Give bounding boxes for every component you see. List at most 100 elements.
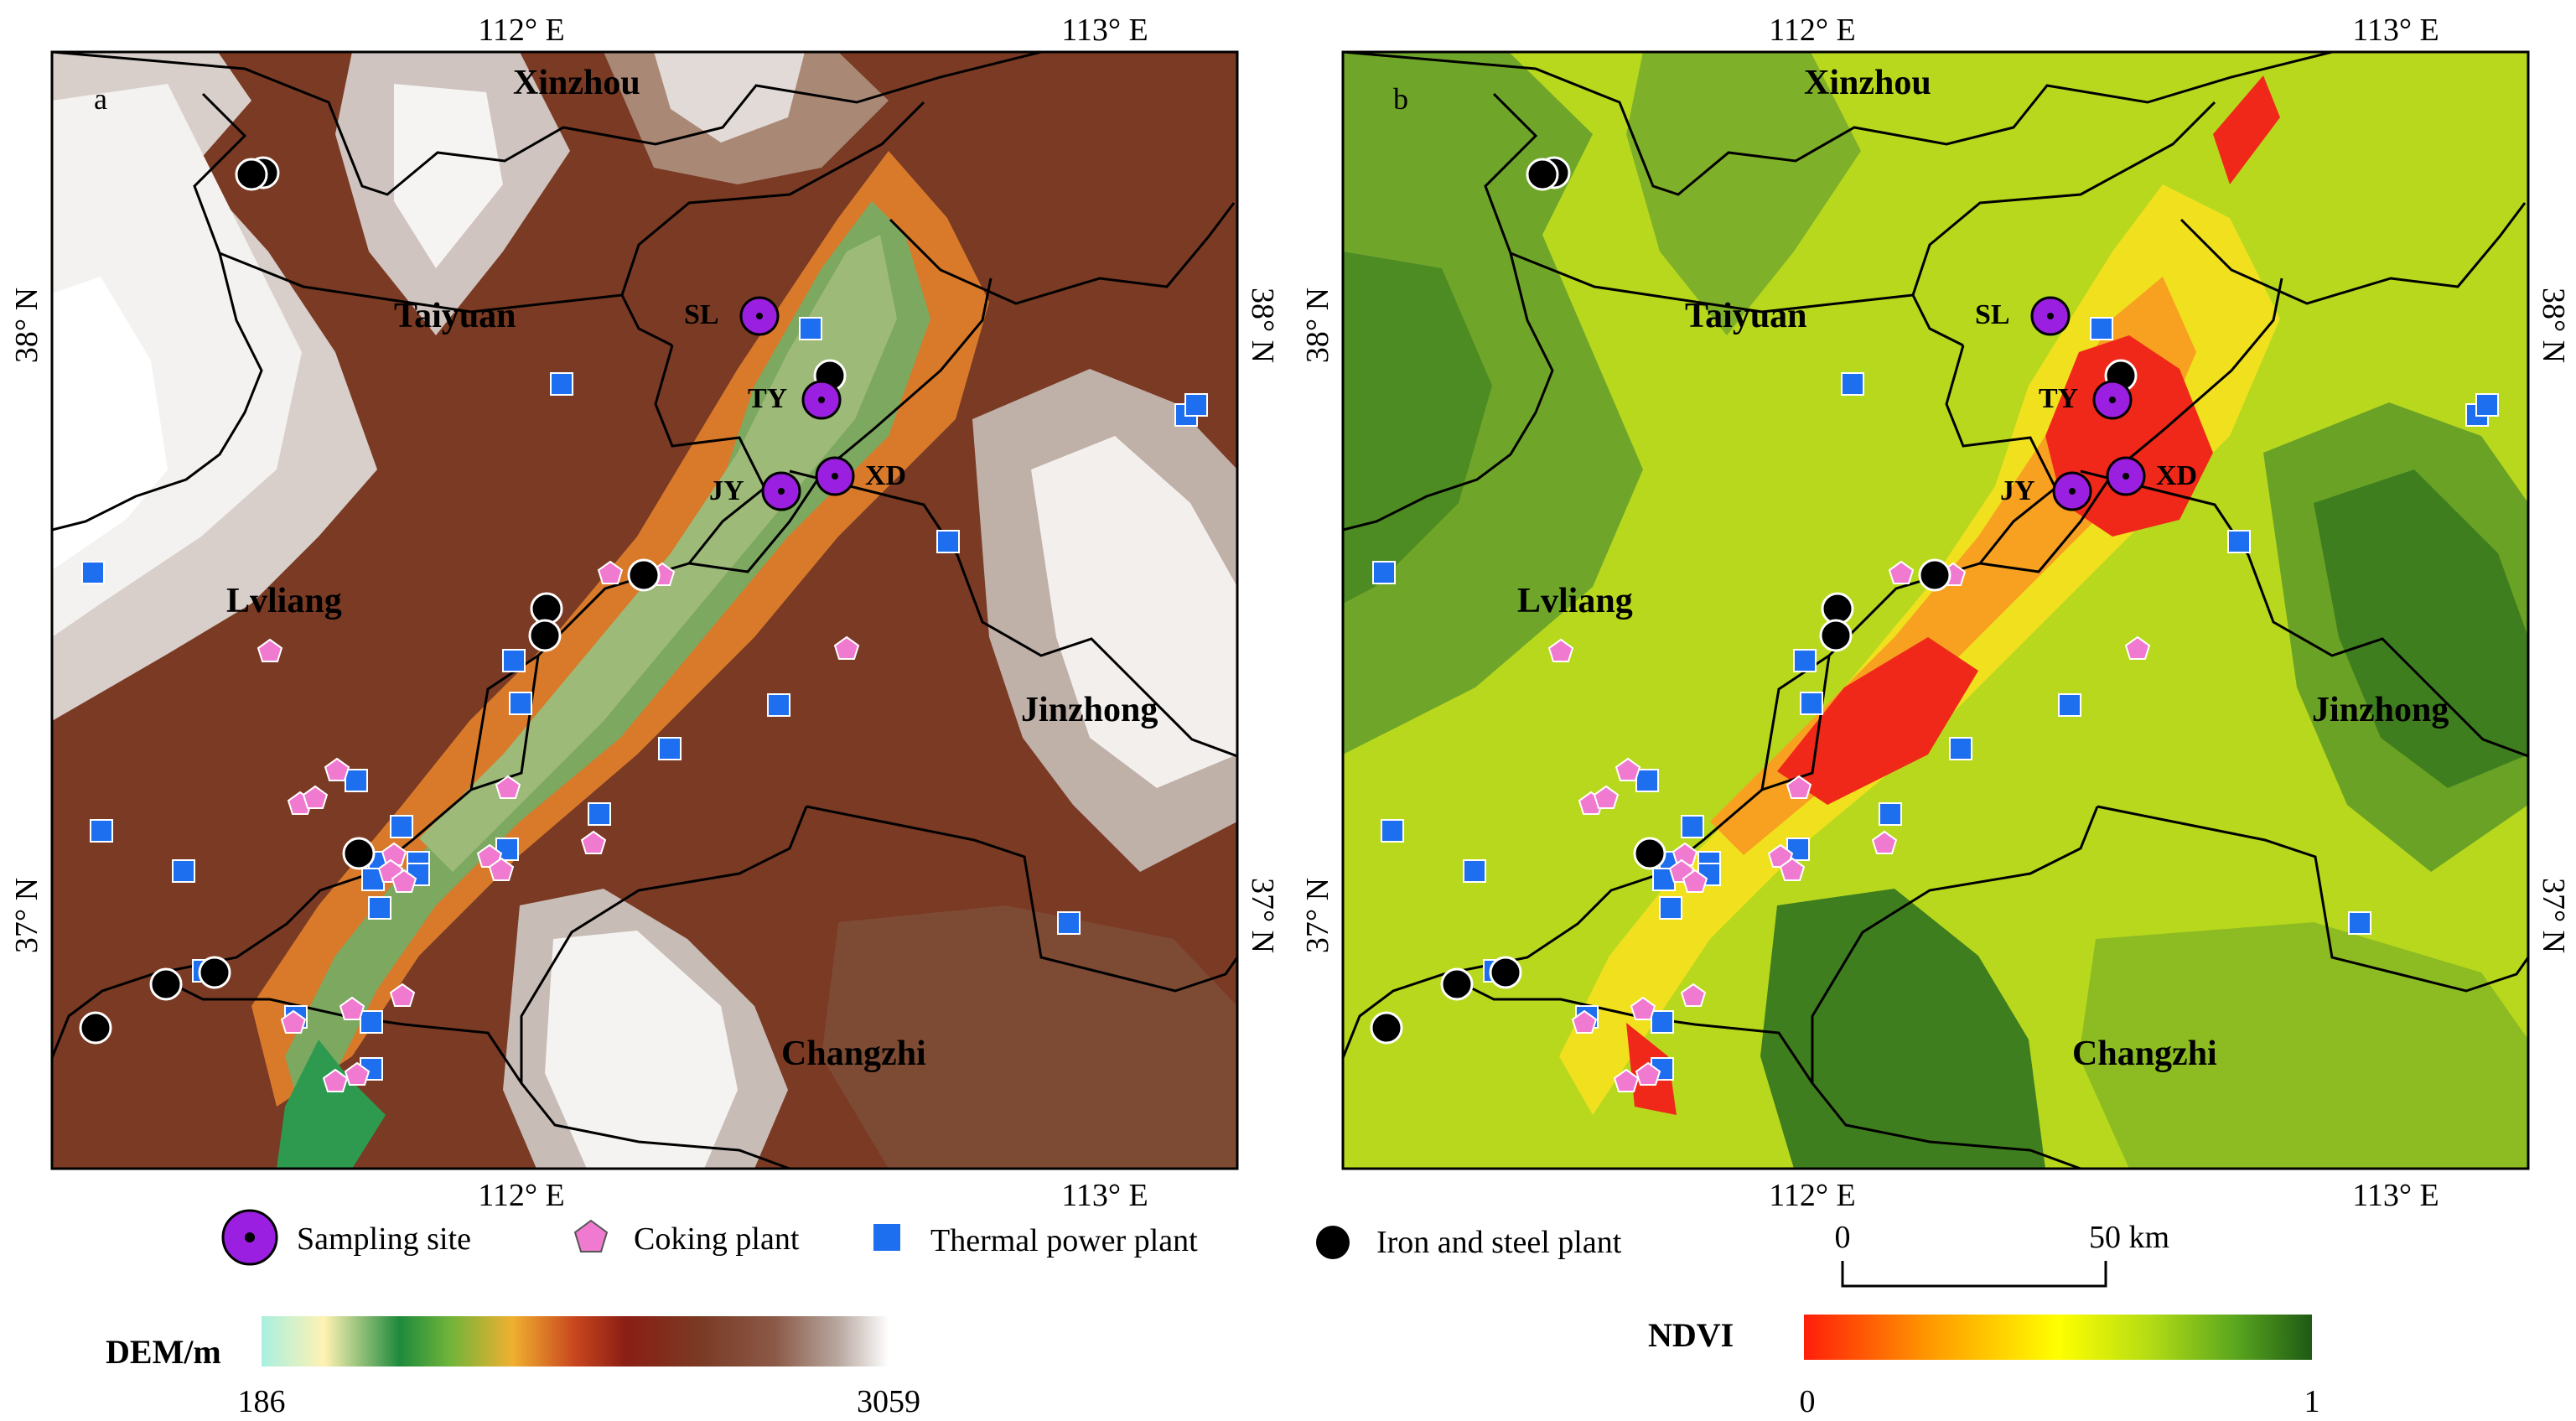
iron-steel-plant-marker — [530, 592, 563, 625]
thermal-power-plant-marker — [1372, 561, 1396, 584]
coking-plant-marker — [1635, 1061, 1661, 1086]
panel-b-city-labels: Xinzhou Taiyuan Lvliang Jinzhong Changzh… — [1517, 64, 2449, 1073]
dem-colorbar-max: 3059 — [857, 1384, 920, 1419]
thermal-power-plant-marker — [1381, 819, 1404, 843]
site-label-jy: JY — [2000, 475, 2035, 506]
coking-plant-marker — [1871, 830, 1898, 854]
city-label-changzhi: Changzhi — [781, 1035, 926, 1073]
coking-plant-marker — [1593, 785, 1620, 809]
coking-plant-marker — [1682, 869, 1708, 893]
panel-a-bottom-lon-112: 112° E — [478, 1178, 565, 1213]
panel-a-left-lat-38: 38° N — [9, 288, 44, 363]
thermal-power-plant-marker — [172, 859, 195, 883]
panel-a-city-labels: Xinzhou Taiyuan Lvliang Jinzhong Changzh… — [226, 64, 1158, 1073]
thermal-power-plant-marker — [588, 802, 611, 826]
panel-b-coordinates: 112° E 113° E 112° E 113° E 38° N 37° N … — [1300, 13, 2571, 1213]
thermal-power-plant-marker — [1949, 737, 1972, 760]
coking-plant-marker — [1779, 857, 1806, 881]
panel-a-facilities: SL TY JY XD — [79, 156, 1208, 1092]
thermal-power-plant-marker — [1879, 802, 1902, 826]
coking-plant-marker — [1680, 983, 1707, 1007]
panel-b-left-lat-38: 38° N — [1300, 288, 1335, 363]
iron-steel-plant-marker — [528, 619, 562, 652]
city-label-xinzhou: Xinzhou — [513, 64, 640, 102]
thermal-power-plant-marker — [1463, 859, 1486, 883]
coking-plant-marker — [833, 635, 860, 660]
thermal-power-plant-marker — [509, 692, 532, 715]
city-label-jinzhong: Jinzhong — [2312, 691, 2449, 729]
sampling-site-jy-marker — [2052, 471, 2092, 511]
ndvi-colorbar-title: NDVI — [1648, 1316, 1734, 1354]
sampling-site-sl-marker — [739, 296, 780, 336]
panel-a-top-lon-113: 113° E — [1061, 13, 1148, 48]
iron-steel-plant-marker — [1918, 558, 1951, 592]
thermal-power-plant-marker — [1184, 393, 1208, 417]
site-label-ty: TY — [748, 383, 787, 414]
panel-a-letter: a — [94, 82, 107, 116]
legend-coking-plant-label: Coking plant — [634, 1221, 800, 1257]
thermal-power-plant-marker — [502, 649, 526, 672]
panel-b-left-lat-37: 37° N — [1300, 878, 1335, 953]
coking-plant-marker — [1888, 560, 1915, 584]
iron-steel-plant-marker — [627, 558, 661, 592]
thermal-power-plant-marker — [360, 1010, 383, 1034]
city-label-changzhi: Changzhi — [2072, 1035, 2217, 1073]
thermal-power-plant-marker — [1793, 649, 1817, 672]
legend-sampling-site-label: Sampling site — [297, 1221, 471, 1257]
dem-colorbar-title: DEM/m — [106, 1333, 221, 1371]
panel-b-facilities: SL TY JY XD — [1370, 156, 2499, 1092]
city-label-taiyuan: Taiyuan — [1685, 297, 1807, 335]
city-label-taiyuan: Taiyuan — [394, 297, 516, 335]
city-label-xinzhou: Xinzhou — [1804, 64, 1931, 102]
coking-plant-marker — [488, 857, 515, 881]
panel-b-bottom-lon-112: 112° E — [1769, 1178, 1856, 1213]
thermal-power-plant-marker — [368, 896, 391, 920]
iron-steel-plant-marker — [198, 956, 231, 989]
panel-a-top-lon-112: 112° E — [478, 13, 565, 48]
thermal-power-plant-marker — [2475, 393, 2499, 417]
panel-a-right-lat-37: 37° N — [1245, 878, 1280, 953]
site-label-jy: JY — [709, 475, 744, 506]
site-label-ty: TY — [2039, 383, 2078, 414]
panel-b-letter: b — [1393, 82, 1408, 116]
dem-colorbar: DEM/m 186 3059 — [106, 1316, 920, 1419]
thermal-power-plant-marker — [1681, 815, 1704, 838]
sampling-site-ty-marker — [2092, 380, 2133, 420]
thermal-power-plant-marker — [767, 693, 790, 717]
iron-steel-plant-marker — [342, 837, 376, 870]
coking-plant-marker — [1615, 757, 1641, 781]
coking-plant-marker — [302, 785, 329, 809]
panel-b-bottom-lon-113: 113° E — [2352, 1178, 2439, 1213]
thermal-power-plant-marker — [81, 561, 105, 584]
city-label-jinzhong: Jinzhong — [1021, 691, 1158, 729]
coking-plant-marker — [1630, 996, 1656, 1020]
coking-plant-marker — [495, 775, 521, 799]
ndvi-colorbar: NDVI 0 1 — [1648, 1315, 2320, 1419]
dem-colorbar-min: 186 — [238, 1384, 286, 1419]
thermal-power-plant-marker — [1800, 692, 1823, 715]
coking-plant-marker — [339, 996, 365, 1020]
thermal-power-plant-marker — [936, 530, 960, 553]
panel-b-right-lat-38: 38° N — [2536, 288, 2571, 363]
coking-plant-marker — [1786, 775, 1812, 799]
coking-plant-marker — [324, 757, 350, 781]
coking-plant-marker — [322, 1068, 349, 1092]
sampling-site-ty-marker — [801, 380, 842, 420]
thermal-power-plant-marker — [2227, 530, 2251, 553]
map-legend: Sampling site Coking plant Thermal power… — [221, 1209, 1622, 1266]
coking-plant-marker — [1613, 1068, 1640, 1092]
coking-plant-marker — [389, 983, 416, 1007]
city-label-lvliang: Lvliang — [226, 582, 342, 620]
iron-steel-plant-marker — [1821, 592, 1854, 625]
thermal-power-plant-marker — [2090, 317, 2113, 340]
iron-steel-plant-marker — [235, 158, 268, 191]
panel-a-right-lat-38: 38° N — [1245, 288, 1280, 363]
iron-steel-plant-marker — [1370, 1011, 1403, 1045]
site-label-sl: SL — [1975, 299, 2010, 330]
thermal-power-plant-marker — [390, 815, 413, 838]
panel-b-right-lat-37: 37° N — [2536, 878, 2571, 953]
thermal-power-plant-marker — [90, 819, 113, 843]
thermal-power-plant-marker — [550, 372, 573, 396]
panel-a-bottom-lon-113: 113° E — [1061, 1178, 1148, 1213]
